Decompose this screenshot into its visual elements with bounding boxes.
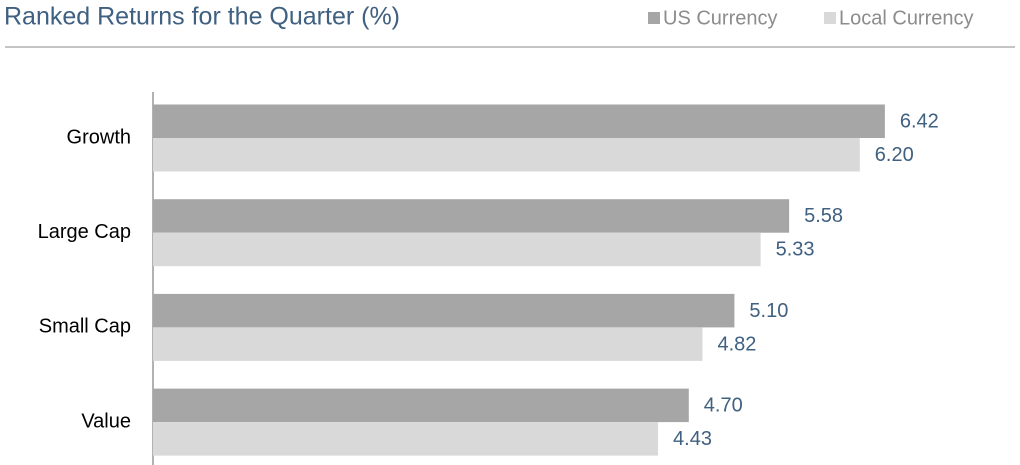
data-label: 4.43 xyxy=(673,428,712,450)
bar xyxy=(153,293,735,328)
bar xyxy=(153,388,689,423)
bar xyxy=(153,327,703,361)
data-label: 5.33 xyxy=(776,239,815,261)
legend-swatch xyxy=(824,12,836,24)
data-label: 5.58 xyxy=(804,205,843,227)
bar xyxy=(153,104,885,138)
bar xyxy=(153,138,860,172)
data-label: 5.10 xyxy=(749,300,788,322)
legend-swatch xyxy=(648,12,660,24)
bar xyxy=(153,232,761,267)
chart-title: Ranked Returns for the Quarter (%) xyxy=(4,3,400,31)
bar xyxy=(153,422,659,456)
category-label: Value xyxy=(81,410,131,432)
data-label: 6.20 xyxy=(875,144,914,166)
category-label: Small Cap xyxy=(39,316,131,338)
data-label: 6.42 xyxy=(900,111,939,133)
category-label: Growth xyxy=(67,126,131,148)
bar xyxy=(153,199,790,233)
legend-label: US Currency xyxy=(663,7,777,29)
data-label: 4.82 xyxy=(717,333,756,355)
category-label: Large Cap xyxy=(38,221,131,243)
data-label: 4.70 xyxy=(704,395,743,417)
legend-label: Local Currency xyxy=(839,7,974,29)
